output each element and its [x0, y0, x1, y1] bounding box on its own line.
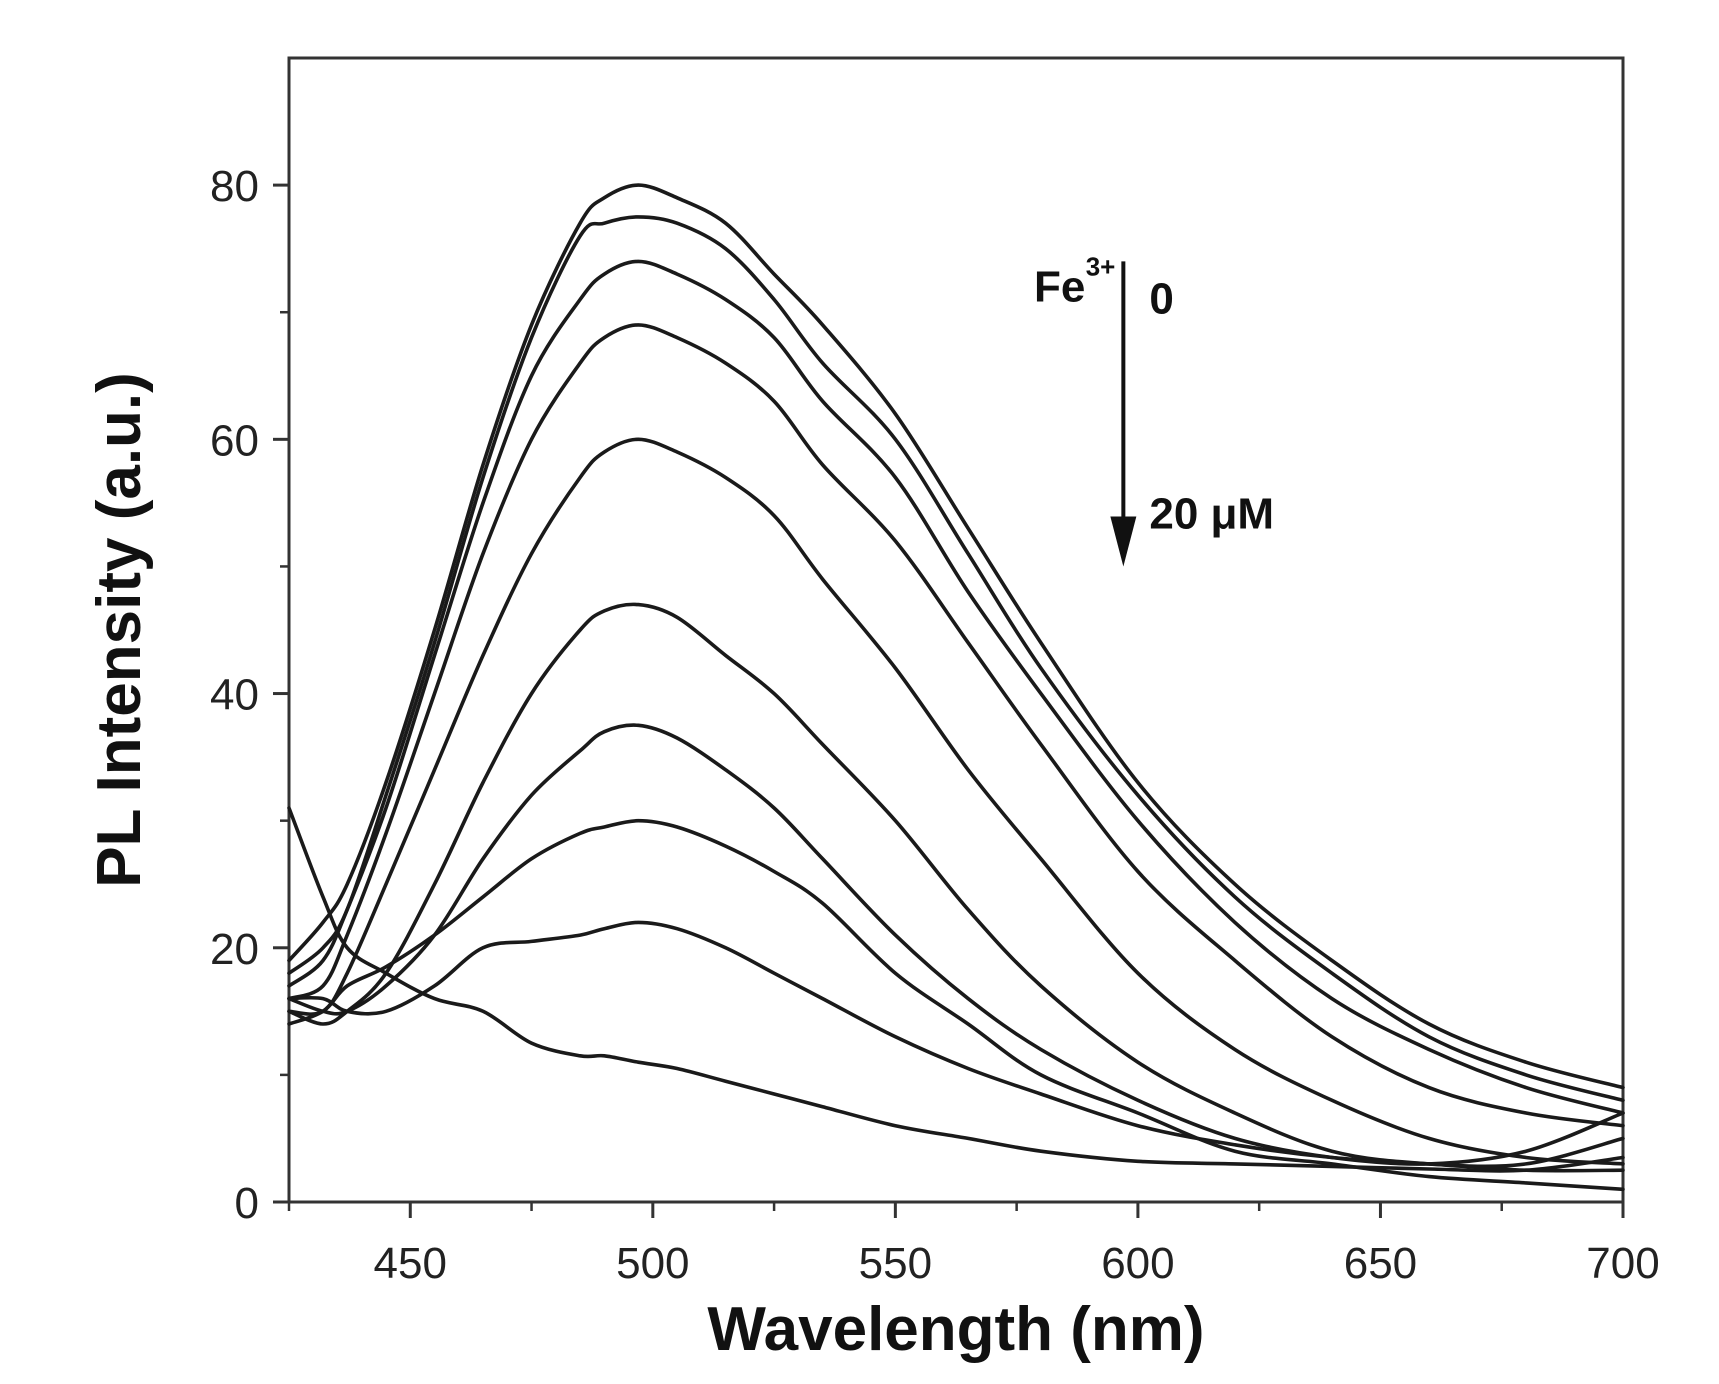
fe-annotation: Fe 3+ 0 20 μM — [1034, 251, 1274, 567]
x-tick-label: 450 — [374, 1239, 447, 1288]
y-tick-label: 60 — [210, 416, 259, 465]
x-tick-label: 700 — [1586, 1239, 1659, 1288]
y-tick-label: 40 — [210, 671, 259, 720]
x-tick-label: 650 — [1344, 1239, 1417, 1288]
annotation-start-label: 0 — [1149, 274, 1173, 323]
plot-frame — [287, 56, 1625, 1204]
spectrum-line-4 — [287, 323, 1625, 1128]
y-tick-label: 80 — [210, 162, 259, 211]
spectrum-line-8 — [287, 818, 1625, 1192]
y-tick-label: 0 — [235, 1179, 259, 1228]
y-axis-title: PL Intensity (a.u.) — [85, 372, 154, 888]
y-tick-label: 20 — [210, 925, 259, 974]
spectrum-line-6 — [287, 602, 1625, 1169]
axis-ticks: 450 500 550 600 650 700 0 20 40 60 80 — [210, 162, 1660, 1288]
spectrum-line-3 — [287, 259, 1625, 1115]
x-tick-label: 600 — [1101, 1239, 1174, 1288]
x-axis-title: Wavelength (nm) — [707, 1295, 1204, 1364]
x-tick-label: 500 — [616, 1239, 689, 1288]
spectrum-line-9 — [287, 920, 1625, 1173]
spectrum-line-5 — [287, 437, 1625, 1166]
spectra-series — [287, 183, 1625, 1192]
annotation-end-label: 20 μM — [1149, 489, 1274, 538]
spectrum-line-10 — [287, 806, 1625, 1173]
annotation-charge: 3+ — [1086, 251, 1116, 281]
annotation-arrow-head — [1110, 516, 1137, 567]
spectrum-line-1 — [287, 183, 1625, 1090]
x-tick-label: 550 — [859, 1239, 932, 1288]
spectrum-line-2 — [287, 215, 1625, 1103]
annotation-species: Fe — [1034, 262, 1085, 311]
